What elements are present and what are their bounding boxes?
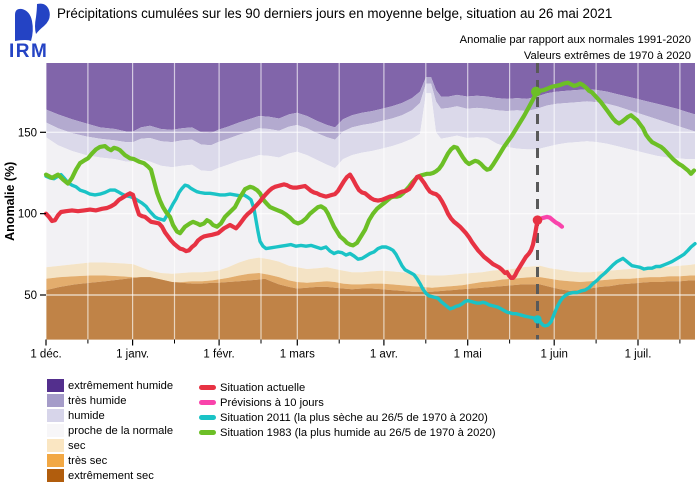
line-color-swatch: [199, 400, 216, 405]
y-axis-title: Anomalie (%): [3, 162, 17, 241]
legend-line-item: Situation 2011 (la plus sèche au 26/5 de…: [199, 410, 496, 425]
legend-band-item: extrêmement sec: [47, 468, 173, 483]
situation-1983-dot: [531, 86, 541, 97]
legend-line-column: Situation actuelle Prévisions à 10 jours S…: [199, 380, 496, 440]
series-situation-2011: [44, 172, 697, 328]
legend-band-column: extrêmement humide très humide humide proch…: [47, 378, 173, 483]
band-color-swatch: [47, 394, 64, 407]
band-color-swatch: [47, 424, 64, 437]
legend-line-item: Situation 1983 (la plus humide au 26/5 d…: [199, 425, 496, 440]
band-color-swatch: [47, 379, 64, 392]
series-situation-1983: [43, 80, 697, 248]
line-color-swatch: [199, 385, 216, 390]
legend-band-item: proche de la normale: [47, 423, 173, 438]
legend-band-label: proche de la normale: [68, 424, 174, 437]
legend-band-item: très humide: [47, 393, 173, 408]
legend-line-item: Situation actuelle: [199, 380, 496, 395]
band-color-swatch: [47, 454, 64, 467]
subtitle-extremes: Valeurs extrêmes de 1970 à 2020: [523, 50, 691, 62]
legend-line-label: Prévisions à 10 jours: [220, 396, 324, 409]
series-situation-actuelle: [43, 172, 540, 280]
x-tick-label: 1 juil.: [625, 349, 652, 361]
legend-band-label: extrêmement sec: [68, 469, 154, 482]
x-tick-label: 1 mars: [280, 349, 315, 361]
legend-band-item: très sec: [47, 453, 173, 468]
irm-logo: IRM: [9, 3, 50, 59]
situation-actuelle-dot: [532, 215, 543, 225]
band-humide: [46, 83, 695, 172]
legend-band-label: très humide: [68, 394, 127, 407]
band-très-humide: [46, 77, 695, 146]
legend-line-label: Situation actuelle: [220, 381, 306, 394]
legend-band-item: humide: [47, 408, 173, 423]
band-extrêmement-humide: [46, 63, 695, 134]
subtitle-anomaly: Anomalie par rapport aux normales 1991-2…: [459, 34, 691, 46]
legend-line-label: Situation 2011 (la plus sèche au 26/5 de…: [220, 411, 488, 424]
y-tick-label: 50: [24, 290, 37, 302]
x-tick-label: 1 déc.: [30, 349, 61, 361]
situation-2011-dot: [533, 315, 542, 324]
band-color-swatch: [47, 409, 64, 422]
x-tick-label: 1 avr.: [370, 349, 398, 361]
band-très-sec: [46, 273, 695, 292]
legend-line-label: Situation 1983 (la plus humide au 26/5 d…: [220, 426, 496, 439]
legend-band-label: très sec: [68, 454, 108, 467]
band-color-swatch: [47, 439, 64, 452]
x-tick-label: 1 févr.: [203, 349, 234, 361]
page-title: Précipitations cumulées sur les 90 derni…: [57, 6, 613, 21]
band-color-swatch: [47, 469, 64, 482]
band-proche-de-la-normale: [46, 93, 695, 276]
y-tick-label: 150: [18, 127, 37, 139]
x-tick-label: 1 janv.: [116, 349, 149, 361]
precipitation-anomaly-chart: 1 déc. 1 janv. 1 févr. 1 mars 1 avr. 1 mai 1 j…: [3, 63, 697, 361]
y-tick-label: 100: [18, 209, 37, 221]
irm-logo-text: IRM: [9, 41, 48, 59]
line-color-swatch: [199, 430, 216, 435]
band-extrêmement-sec: [46, 277, 695, 340]
line-color-swatch: [199, 415, 216, 420]
x-tick-label: 1 juin: [540, 349, 568, 361]
legend-band-label: humide: [68, 409, 105, 422]
legend-band-item: sec: [47, 438, 173, 453]
band-sec: [46, 257, 695, 288]
series-pr-visions-10-jours: [535, 214, 565, 229]
legend-band-item: extrêmement humide: [47, 378, 173, 393]
x-tick-label: 1 mai: [454, 349, 482, 361]
legend-line-item: Prévisions à 10 jours: [199, 395, 496, 410]
legend-band-label: extrêmement humide: [68, 379, 174, 392]
legend-band-label: sec: [68, 439, 86, 452]
